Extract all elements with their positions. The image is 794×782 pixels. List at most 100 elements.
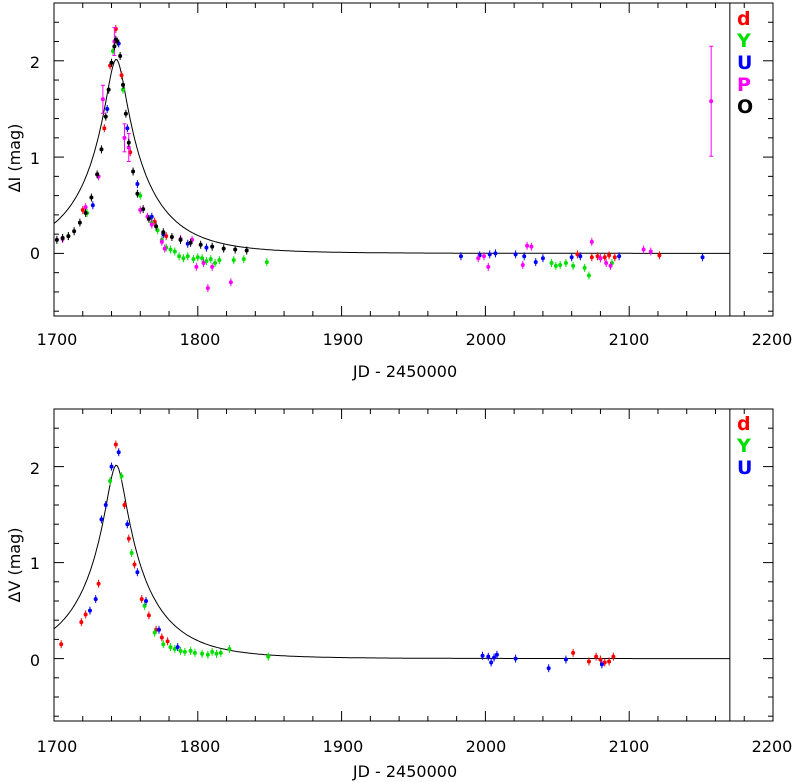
data-point-P: [476, 256, 481, 261]
data-point-U: [116, 450, 121, 455]
data-point-O: [178, 237, 183, 242]
data-point-P: [122, 135, 127, 140]
series-Y: [108, 472, 271, 661]
data-point-P: [162, 246, 167, 251]
data-point-Y: [195, 255, 200, 260]
plot-frame: [53, 408, 774, 722]
data-point-P: [486, 264, 491, 269]
data-point-d: [594, 654, 599, 659]
data-point-d: [80, 208, 85, 213]
data-point-O: [112, 44, 117, 49]
data-point-P: [210, 264, 215, 269]
legend-label-o: O: [737, 96, 753, 118]
data-point-O: [146, 216, 151, 221]
legend-label-y: Y: [736, 435, 751, 457]
data-point-P: [525, 243, 530, 248]
data-point-d: [132, 562, 137, 567]
legend-label-y: Y: [736, 30, 751, 52]
data-point-U: [99, 517, 104, 522]
data-point-Y: [168, 645, 173, 650]
data-point-Y: [178, 648, 183, 653]
data-point-d: [79, 620, 84, 625]
data-point-O: [244, 248, 249, 253]
x-axis-title: JD - 2450000: [352, 362, 457, 381]
legend-label-d: d: [737, 413, 751, 435]
x-tick-label-1700: 1700: [37, 330, 78, 349]
data-point-U: [204, 245, 209, 250]
data-point-U: [513, 656, 518, 661]
data-point-O: [89, 195, 94, 200]
data-point-U: [489, 660, 494, 665]
data-point-O: [95, 172, 100, 177]
data-point-P: [604, 261, 609, 266]
data-point-U: [487, 252, 492, 257]
data-point-d: [571, 650, 576, 655]
data-point-d: [611, 654, 616, 659]
data-point-d: [139, 597, 144, 602]
data-point-U: [125, 126, 130, 131]
model-curve: [53, 58, 730, 254]
data-point-U: [513, 252, 518, 257]
data-point-U: [546, 666, 551, 671]
data-point-Y: [191, 257, 196, 262]
data-point-d: [586, 659, 591, 664]
data-point-Y: [563, 261, 568, 266]
data-point-Y: [266, 654, 271, 659]
data-point-Y: [217, 258, 222, 263]
data-point-Y: [571, 263, 576, 268]
data-point-Y: [181, 256, 186, 261]
data-point-O: [198, 242, 203, 247]
data-point-U: [569, 255, 574, 260]
data-point-U: [494, 652, 499, 657]
data-point-O: [121, 82, 126, 87]
data-point-U: [599, 662, 604, 667]
data-point-d: [122, 503, 127, 507]
y-tick-label-0: 0: [30, 651, 40, 670]
data-point-d: [607, 659, 612, 664]
x-tick-label-1800: 1800: [180, 330, 221, 349]
data-point-U: [149, 214, 154, 219]
data-point-d: [146, 613, 151, 618]
data-point-Y: [177, 254, 182, 259]
data-point-U: [156, 627, 161, 632]
data-point-O: [169, 235, 174, 240]
data-point-Y: [231, 258, 236, 263]
data-point-U: [617, 254, 622, 259]
data-point-Y: [214, 651, 219, 656]
data-point-d: [102, 126, 107, 131]
data-point-P: [589, 239, 594, 244]
data-point-Y: [241, 257, 246, 262]
data-point-Y: [172, 647, 177, 651]
x-axis-title: JD - 2450000: [352, 762, 457, 781]
x-tick-label-1700: 1700: [37, 737, 78, 756]
legend-label-d: d: [737, 8, 751, 30]
delta-i-panel: 1700 1800 1900 2000 2100 2200 0 1 2 JD -…: [5, 2, 792, 381]
data-point-U: [93, 597, 98, 602]
data-point-Y: [558, 262, 563, 267]
data-point-O: [99, 147, 104, 152]
x-tick-label-2200: 2200: [752, 737, 793, 756]
data-point-U: [480, 653, 485, 658]
data-point-P: [228, 280, 233, 285]
data-point-d: [126, 536, 131, 541]
data-point-O: [60, 235, 65, 240]
data-point-Y: [553, 263, 558, 268]
data-point-d: [165, 639, 170, 644]
data-point-P: [709, 99, 714, 104]
x-tick-label-1900: 1900: [323, 737, 364, 756]
data-point-O: [126, 140, 131, 145]
data-point-Y: [138, 193, 143, 198]
data-point-Y: [210, 649, 215, 654]
data-point-Y: [204, 259, 209, 264]
data-point-U: [144, 599, 149, 603]
data-point-U: [103, 503, 108, 507]
data-point-O: [118, 53, 123, 58]
data-point-O: [106, 87, 111, 92]
data-point-d: [83, 612, 88, 617]
data-point-U: [135, 182, 140, 187]
data-point-P: [529, 244, 534, 249]
data-point-O: [188, 240, 193, 245]
data-point-O: [210, 244, 215, 249]
data-point-d: [607, 253, 612, 258]
